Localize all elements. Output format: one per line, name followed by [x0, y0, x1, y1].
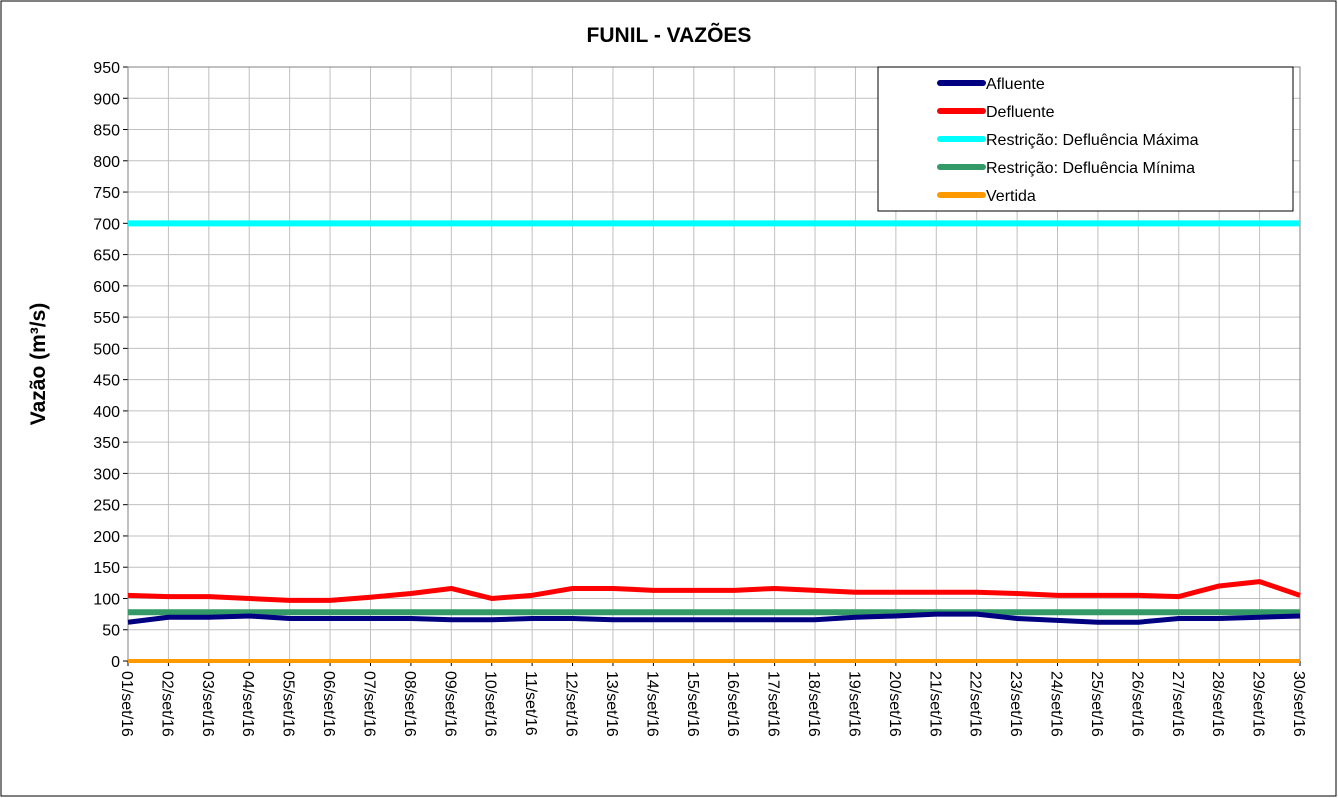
- x-tick-label: 29/set/16: [1250, 671, 1267, 737]
- series-line: [127, 579, 1301, 603]
- x-tick-label: 15/set/16: [684, 671, 701, 737]
- y-tick-label: 200: [93, 529, 120, 546]
- y-tick-label: 450: [93, 373, 120, 390]
- y-tick-label: 550: [93, 310, 120, 327]
- x-tick-label: 06/set/16: [320, 671, 337, 737]
- x-tick-label: 01/set/16: [118, 671, 135, 737]
- legend-label: Restrição: Defluência Máxima: [986, 132, 1199, 149]
- series-line: [127, 611, 1301, 625]
- y-tick-label: 0: [111, 654, 120, 671]
- y-tick-label: 500: [93, 341, 120, 358]
- y-tick-label: 300: [93, 466, 120, 483]
- x-tick-label: 05/set/16: [280, 671, 297, 737]
- x-tick-label: 14/set/16: [643, 671, 660, 737]
- x-tick-label: 18/set/16: [805, 671, 822, 737]
- y-tick-label: 900: [93, 91, 120, 108]
- x-tick-label: 07/set/16: [360, 671, 377, 737]
- y-tick-label: 650: [93, 248, 120, 265]
- legend-label: Restrição: Defluência Mínima: [986, 160, 1195, 177]
- y-tick-label: 150: [93, 560, 120, 577]
- x-tick-label: 17/set/16: [765, 671, 782, 737]
- x-tick-label: 28/set/16: [1209, 671, 1226, 737]
- y-tick-label: 800: [93, 154, 120, 171]
- y-axis-label: Vazão (m³/s): [27, 303, 50, 426]
- y-tick-label: 350: [93, 435, 120, 452]
- x-tick-label: 22/set/16: [967, 671, 984, 737]
- x-tick-label: 10/set/16: [482, 671, 499, 737]
- x-tick-label: 27/set/16: [1169, 671, 1186, 737]
- y-tick-label: 50: [102, 623, 120, 640]
- legend-label: Defluente: [986, 104, 1055, 121]
- x-tick-label: 09/set/16: [441, 671, 458, 737]
- x-tick-label: 12/set/16: [563, 671, 580, 737]
- x-tick-label: 25/set/16: [1088, 671, 1105, 737]
- y-tick-label: 250: [93, 498, 120, 515]
- x-tick-label: 03/set/16: [199, 671, 216, 737]
- y-tick-label: 700: [93, 216, 120, 233]
- x-tick-label: 08/set/16: [401, 671, 418, 737]
- y-tick-label: 100: [93, 591, 120, 608]
- legend-label: Afluente: [986, 76, 1045, 93]
- x-tick-label: 16/set/16: [724, 671, 741, 737]
- x-tick-label: 04/set/16: [239, 671, 256, 737]
- x-tick-label: 26/set/16: [1128, 671, 1145, 737]
- y-tick-label: 850: [93, 123, 120, 140]
- x-tick-label: 30/set/16: [1290, 671, 1307, 737]
- x-tick-label: 21/set/16: [926, 671, 943, 737]
- x-tick-label: 20/set/16: [886, 671, 903, 737]
- x-tick-label: 23/set/16: [1007, 671, 1024, 737]
- x-tick-label: 02/set/16: [158, 671, 175, 737]
- legend-label: Vertida: [986, 188, 1036, 205]
- y-tick-label: 400: [93, 404, 120, 421]
- y-tick-label: 950: [93, 60, 120, 77]
- x-tick-label: 24/set/16: [1048, 671, 1065, 737]
- y-tick-label: 600: [93, 279, 120, 296]
- x-tick-label: 13/set/16: [603, 671, 620, 737]
- x-tick-label: 11/set/16: [522, 671, 539, 736]
- x-tick-label: 19/set/16: [845, 671, 862, 737]
- chart-title: FUNIL - VAZÕES: [587, 23, 752, 47]
- y-tick-label: 750: [93, 185, 120, 202]
